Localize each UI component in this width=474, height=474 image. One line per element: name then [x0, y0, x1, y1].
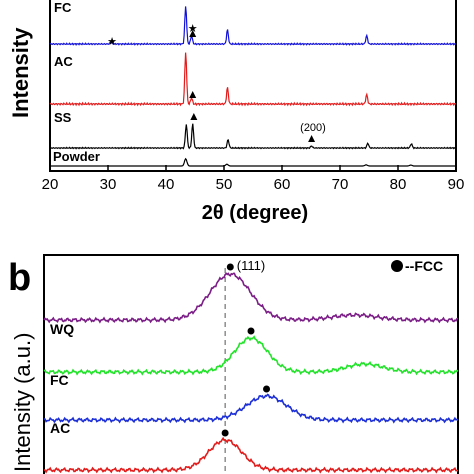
- panel-b-letter: b: [8, 257, 31, 299]
- panel-b-ylabel: Intensity (a.u.): [10, 333, 35, 472]
- series-label-b-ac: AC: [50, 420, 70, 436]
- panel-b-plot-area: [43, 263, 459, 474]
- star-marker: ★: [107, 36, 117, 48]
- fcc-dot-marker: [226, 263, 234, 271]
- series-line-b-ac: [43, 393, 459, 424]
- series-label-fc: FC: [54, 0, 72, 15]
- series-line-ac: [49, 52, 457, 107]
- star-marker: ★: [188, 23, 198, 35]
- series-label-ss: SS: [54, 110, 72, 125]
- series-line-fc: [49, 6, 456, 46]
- series-line-b-bottom: [43, 436, 459, 474]
- fcc-dot-marker: [247, 327, 255, 335]
- series-line-b-fc: [43, 335, 459, 376]
- series-label-powder: Powder: [53, 149, 100, 164]
- x-tick-label: 90: [448, 176, 465, 193]
- series-label-wq: WQ: [50, 321, 74, 337]
- fcc-dot-marker: [263, 385, 271, 393]
- series-line-ss: [49, 123, 457, 150]
- panel-a-x-ticks: 20 30 40 50 60 70 80 90: [42, 165, 465, 193]
- panel-a-plot-area: ★★: [49, 6, 457, 167]
- legend-fcc-label: --FCC: [405, 258, 443, 274]
- x-tick-label: 60: [274, 176, 291, 193]
- x-tick-label: 20: [42, 176, 59, 193]
- x-tick-label: 40: [158, 176, 175, 193]
- peak-label-111: (111): [237, 258, 265, 273]
- fcc-dot-marker: [221, 429, 229, 437]
- peak-label-200: (200): [300, 122, 326, 134]
- x-tick-label: 70: [332, 176, 349, 193]
- panel-a-frame: [49, 0, 457, 172]
- triangle-marker: [190, 113, 198, 120]
- panel-a-xlabel: 2θ (degree): [202, 202, 308, 224]
- series-line-b-wq: [43, 272, 459, 324]
- triangle-marker: [189, 91, 197, 98]
- triangle-marker: [189, 30, 197, 37]
- series-label-ac: AC: [54, 54, 73, 69]
- panel-a-ylabel: Intensity: [8, 27, 33, 118]
- series-label-b-fc: FC: [50, 372, 69, 388]
- triangle-marker: [308, 135, 316, 142]
- x-tick-label: 30: [100, 176, 117, 193]
- legend-fcc-dot: [391, 260, 403, 272]
- series-line-powder: [50, 157, 456, 167]
- x-tick-label: 80: [390, 176, 407, 193]
- x-tick-label: 50: [216, 176, 233, 193]
- panel-b-frame: [43, 254, 459, 474]
